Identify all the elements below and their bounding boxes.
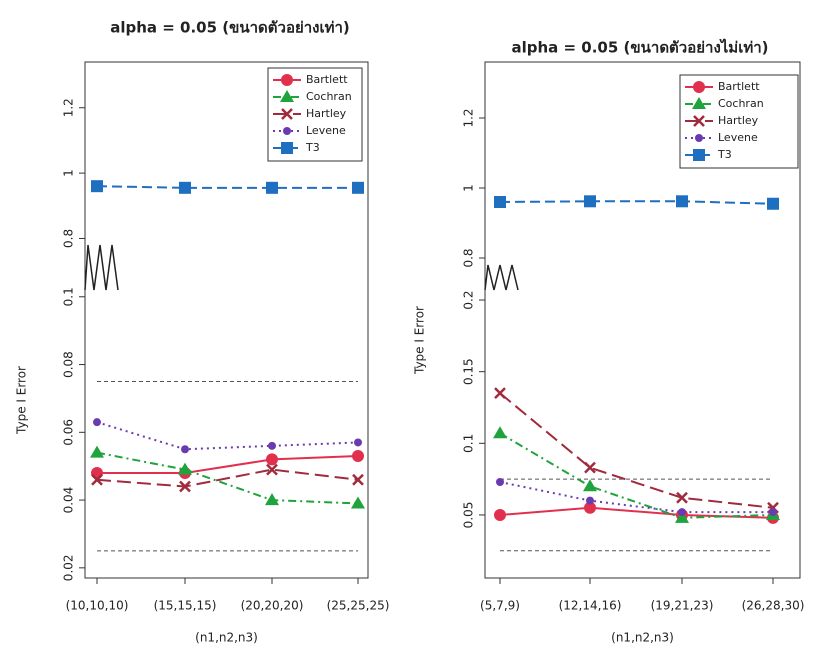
marker <box>178 462 192 475</box>
marker <box>352 450 364 463</box>
y-tick-label: 0.02 <box>62 554 76 581</box>
plot-frame <box>84 61 369 579</box>
legend-marker <box>283 127 291 135</box>
y-tick-label: 1 <box>62 169 76 177</box>
marker <box>352 181 364 194</box>
marker <box>354 438 362 447</box>
marker <box>494 508 506 521</box>
marker <box>586 496 594 505</box>
axis-break <box>484 264 519 291</box>
marker <box>584 501 596 514</box>
marker <box>266 453 278 466</box>
series-line <box>96 421 359 451</box>
x-tick-label: (15,15,15) <box>154 599 217 613</box>
marker <box>494 387 506 400</box>
x-tick-label: (19,21,23) <box>651 599 714 613</box>
panel: alpha = 0.05 (ขนาดตัวอย่างไม่เท่า) Type I… <box>413 38 805 645</box>
marker <box>584 461 596 474</box>
y-tick-label: 0.1 <box>462 434 476 453</box>
y-tick-label: 0.06 <box>62 419 76 446</box>
legend-label: Hartley <box>306 107 347 120</box>
legend-label: Levene <box>306 124 346 137</box>
marker <box>179 480 191 493</box>
marker <box>181 445 189 454</box>
chart-title: alpha = 0.05 (ขนาดตัวอย่างไม่เท่า) <box>511 38 768 57</box>
legend-marker <box>695 134 703 142</box>
legend-label: Cochran <box>718 97 764 110</box>
x-axis-label: (n1,n2,n3) <box>611 631 674 645</box>
marker <box>494 196 506 208</box>
y-tick-label: 1.2 <box>462 108 476 127</box>
marker <box>93 418 101 427</box>
chart-title: alpha = 0.05 (ขนาดตัวอย่างเท่า) <box>110 19 350 37</box>
marker <box>90 445 104 458</box>
legend-label: Bartlett <box>718 80 760 93</box>
y-axis-label: Type I Error <box>15 366 29 435</box>
x-tick-label: (20,20,20) <box>241 599 304 613</box>
marker <box>584 195 596 208</box>
series-line <box>499 481 773 514</box>
x-tick-label: (26,28,30) <box>742 599 805 613</box>
y-tick-label: 0.08 <box>62 351 76 378</box>
marker <box>676 491 688 504</box>
series-line <box>97 455 359 474</box>
marker <box>268 441 276 450</box>
y-tick-label: 0.8 <box>62 229 76 248</box>
marker <box>496 478 504 486</box>
marker <box>769 508 777 517</box>
legend-marker <box>281 142 293 154</box>
x-axis-label: (n1,n2,n3) <box>195 631 258 645</box>
marker <box>266 181 278 194</box>
series-line <box>96 468 359 488</box>
series-line <box>499 392 774 509</box>
marker <box>767 197 779 210</box>
legend-marker <box>693 115 705 127</box>
axis-break <box>84 244 119 291</box>
series-line <box>96 185 358 189</box>
y-tick-label: 0.05 <box>462 502 476 529</box>
x-tick-label: (12,14,16) <box>559 599 622 613</box>
y-tick-label: 0.8 <box>462 248 476 267</box>
legend-label: Hartley <box>718 114 759 127</box>
x-tick-label: (10,10,10) <box>66 599 129 613</box>
y-tick-label: 1.2 <box>62 98 76 117</box>
legend-marker <box>692 97 706 109</box>
marker <box>266 463 278 476</box>
plot-frame <box>484 61 801 579</box>
y-tick-label: 0.2 <box>462 290 476 309</box>
legend-label: T3 <box>305 141 320 154</box>
marker <box>265 493 279 506</box>
legend-marker <box>693 81 705 93</box>
legend-label: Cochran <box>306 90 352 103</box>
y-tick-label: 0.04 <box>62 487 76 514</box>
y-tick-label: 1 <box>462 184 476 192</box>
y-tick-label: 0.1 <box>62 287 76 306</box>
marker <box>179 181 191 194</box>
legend-marker <box>281 108 293 120</box>
legend-label: Bartlett <box>306 73 348 86</box>
x-tick-label: (25,25,25) <box>327 599 390 613</box>
legend-label: T3 <box>717 148 732 161</box>
marker <box>91 473 103 486</box>
legend-marker <box>693 149 705 161</box>
legend-marker <box>280 90 294 102</box>
marker <box>675 510 689 523</box>
marker <box>493 426 507 439</box>
series-line <box>499 200 774 205</box>
y-tick-label: 0.15 <box>462 358 476 385</box>
marker <box>352 473 364 486</box>
legend-label: Levene <box>718 131 758 144</box>
marker <box>91 180 103 193</box>
panel: alpha = 0.05 (ขนาดตัวอย่างเท่า) Type I Er… <box>15 19 390 645</box>
y-axis-label: Type I Error <box>413 306 427 375</box>
series-line <box>499 432 774 519</box>
marker <box>678 508 686 517</box>
legend-marker <box>281 74 293 86</box>
x-tick-label: (5,7,9) <box>480 599 520 613</box>
marker <box>676 195 688 208</box>
marker <box>351 496 365 509</box>
marker <box>583 479 597 492</box>
